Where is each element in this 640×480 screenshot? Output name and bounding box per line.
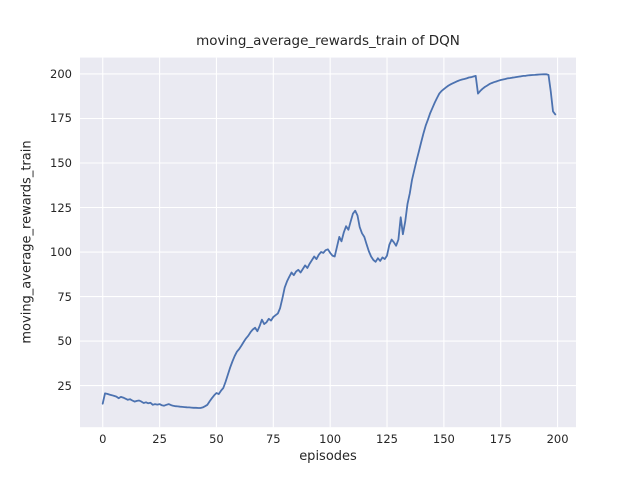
y-tick-label: 200: [50, 66, 72, 81]
x-tick-label: 50: [209, 432, 224, 446]
y-tick-label: 75: [57, 289, 72, 304]
x-tick-label: 25: [152, 432, 167, 446]
y-tick-label: 150: [50, 155, 72, 170]
y-tick-label: 175: [50, 111, 72, 126]
x-tick-label: 125: [376, 432, 398, 446]
x-tick-label: 150: [432, 432, 455, 446]
y-tick-label: 25: [57, 378, 72, 393]
x-tick-label: 0: [99, 432, 107, 446]
y-axis-label: moving_average_rewards_train: [19, 140, 35, 344]
x-tick-label: 175: [489, 432, 512, 446]
x-axis-label: episodes: [299, 449, 357, 464]
y-tick-label: 100: [50, 245, 72, 259]
x-tick-label: 100: [319, 432, 342, 446]
y-tick-label: 125: [50, 200, 72, 215]
chart-title: moving_average_rewards_train of DQN: [196, 33, 460, 49]
x-tick-label: 75: [265, 432, 281, 446]
data-line-dqn: [101, 73, 557, 409]
y-tick-label: 50: [57, 334, 72, 349]
x-tick-label: 200: [546, 432, 569, 446]
plot-panel: [80, 57, 576, 428]
